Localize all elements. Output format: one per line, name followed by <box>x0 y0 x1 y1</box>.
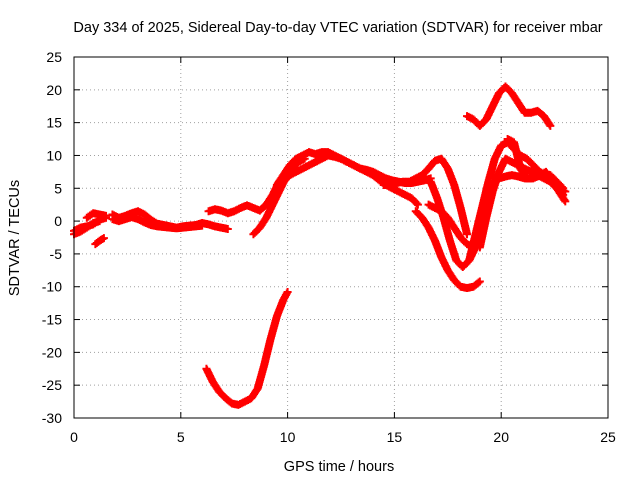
data-series <box>70 82 570 409</box>
data-point-interp <box>282 289 291 298</box>
series-track-20 <box>503 135 570 206</box>
x-tick-label: 25 <box>600 429 616 445</box>
y-tick-label: 15 <box>46 115 62 131</box>
series-track-6 <box>108 213 207 233</box>
data-point-interp <box>454 280 463 289</box>
data-point-interp <box>441 211 450 220</box>
y-tick-label: -25 <box>42 377 62 393</box>
data-point-interp <box>86 211 95 220</box>
y-tick-label: -5 <box>50 246 63 262</box>
y-tick-label: 25 <box>46 49 62 65</box>
x-tick-label: 15 <box>387 429 403 445</box>
series-track-14 <box>411 207 484 293</box>
y-tick-label: -20 <box>42 344 62 360</box>
y-tick-label: 20 <box>46 82 62 98</box>
data-point-interp <box>86 221 95 230</box>
data-point-interp <box>412 199 421 208</box>
y-axis-label: SDTVAR / TECUs <box>7 180 23 296</box>
y-tick-label: 0 <box>54 213 62 229</box>
data-point-interp <box>415 211 424 220</box>
x-axis-label: GPS time / hours <box>284 459 394 475</box>
data-point-interp <box>100 211 109 220</box>
x-tick-label: 5 <box>177 429 185 445</box>
data-point-interp <box>460 237 469 246</box>
data-point-interp <box>289 157 298 166</box>
data-point-interp <box>283 173 292 182</box>
data-point-interp <box>545 120 554 129</box>
series-track-9 <box>202 287 292 409</box>
x-tick-label: 10 <box>280 429 296 445</box>
chart-title: Day 334 of 2025, Sidereal Day-to-day VTE… <box>73 20 602 36</box>
data-point-interp <box>253 226 262 235</box>
series-track-3 <box>82 209 111 222</box>
data-point-interp <box>560 195 569 204</box>
data-point-interp <box>505 86 514 95</box>
data-point-interp <box>473 279 482 288</box>
series-track-12 <box>379 154 472 239</box>
y-tick-label: 5 <box>54 180 62 196</box>
grid-lines <box>74 57 608 418</box>
series-track-16 <box>463 82 555 130</box>
data-point-interp <box>98 235 107 244</box>
y-tick-label: 10 <box>46 147 62 163</box>
series-track-2 <box>70 217 104 239</box>
data-point-interp <box>372 174 381 183</box>
plot-border <box>73 56 609 419</box>
data-point-interp <box>92 238 101 247</box>
data-point-interp <box>222 224 231 233</box>
x-tick-label: 0 <box>70 429 78 445</box>
data-point-interp <box>474 278 483 287</box>
data-point-interp <box>462 228 471 237</box>
axis-ticks: 0 5 10 15 20 25 -30 -25 -20 -15 -10 -5 0 5 10 15 20 25 <box>42 49 616 445</box>
y-tick-label: -30 <box>42 410 62 426</box>
data-point-interp <box>196 221 205 230</box>
data-point-interp <box>94 217 103 226</box>
data-point-interp <box>219 391 228 400</box>
data-point-interp <box>225 397 234 406</box>
series-track-4 <box>91 234 108 249</box>
x-tick-label: 20 <box>493 429 509 445</box>
data-point-interp <box>479 117 488 126</box>
y-tick-label: -15 <box>42 312 62 328</box>
y-tick-label: -10 <box>42 279 62 295</box>
data-point-interp <box>526 158 535 167</box>
data-point-interp <box>411 198 420 207</box>
